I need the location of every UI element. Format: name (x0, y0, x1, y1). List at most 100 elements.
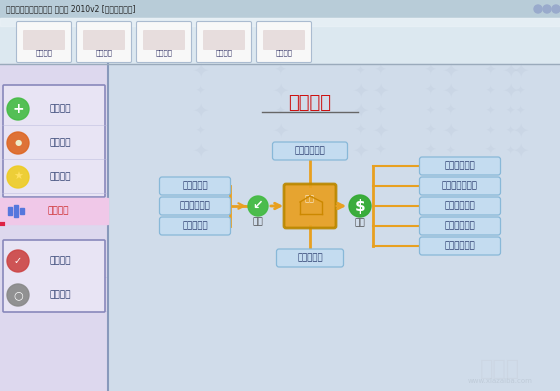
Text: ✦: ✦ (512, 122, 528, 140)
Circle shape (248, 196, 268, 216)
Text: ✦: ✦ (352, 81, 368, 100)
Text: 商品销售统计: 商品销售统计 (445, 201, 475, 210)
FancyBboxPatch shape (419, 217, 501, 235)
Text: ●: ● (15, 138, 22, 147)
Text: ✦: ✦ (354, 124, 366, 138)
Text: ✦: ✦ (352, 102, 368, 120)
FancyBboxPatch shape (263, 30, 305, 50)
Text: 商品销售排行: 商品销售排行 (445, 221, 475, 231)
Text: 商品采购统计: 商品采购统计 (180, 201, 211, 210)
Text: ✦: ✦ (374, 104, 386, 118)
FancyBboxPatch shape (256, 22, 311, 63)
Text: 供应商统计: 供应商统计 (182, 181, 208, 190)
Text: ✦: ✦ (352, 142, 368, 160)
Text: ✦: ✦ (442, 81, 458, 100)
Text: ✦: ✦ (424, 124, 436, 138)
Text: ✦: ✦ (192, 142, 208, 160)
Text: ✦: ✦ (484, 64, 496, 78)
FancyBboxPatch shape (419, 197, 501, 215)
Text: ✦: ✦ (355, 66, 365, 76)
FancyBboxPatch shape (83, 30, 125, 50)
FancyBboxPatch shape (16, 22, 72, 63)
FancyBboxPatch shape (160, 197, 231, 215)
FancyBboxPatch shape (3, 85, 105, 197)
FancyBboxPatch shape (160, 217, 231, 235)
Text: ○: ○ (13, 290, 23, 300)
Bar (20, 208, 24, 214)
Circle shape (552, 5, 560, 13)
FancyBboxPatch shape (419, 237, 501, 255)
Bar (0, 18, 560, 64)
FancyBboxPatch shape (3, 240, 105, 312)
Text: ✦: ✦ (372, 81, 388, 100)
Text: ✦: ✦ (272, 142, 288, 160)
Bar (0, 0, 560, 18)
Text: 客户销售统计: 客户销售统计 (445, 161, 475, 170)
Text: 单票查询: 单票查询 (96, 50, 113, 56)
Text: 销售: 销售 (354, 219, 365, 228)
Text: ✦: ✦ (374, 144, 386, 158)
Text: ✦: ✦ (424, 144, 436, 158)
Text: ✦: ✦ (486, 86, 494, 96)
Text: ✦: ✦ (502, 81, 518, 100)
Text: www.xiazaiba.com: www.xiazaiba.com (468, 378, 533, 384)
FancyBboxPatch shape (419, 177, 501, 195)
Text: 系统设置: 系统设置 (49, 291, 71, 300)
Text: 执税管理: 执税管理 (35, 50, 53, 56)
Text: ✦: ✦ (505, 106, 515, 116)
Text: ✦: ✦ (486, 126, 494, 136)
Text: ✦: ✦ (515, 106, 525, 116)
Text: 销统报表: 销统报表 (47, 206, 69, 215)
Text: $: $ (354, 199, 365, 213)
Text: 日常管理: 日常管理 (49, 256, 71, 265)
FancyBboxPatch shape (143, 30, 185, 50)
Bar (8, 207, 12, 215)
FancyBboxPatch shape (137, 22, 192, 63)
Text: ✦: ✦ (502, 61, 518, 81)
Text: ✦: ✦ (276, 106, 284, 116)
Text: 仓库: 仓库 (305, 194, 315, 203)
Bar (0, 18, 560, 26)
Text: ✦: ✦ (192, 102, 208, 120)
Text: ✦: ✦ (442, 122, 458, 140)
Text: ✦: ✦ (274, 64, 286, 78)
FancyBboxPatch shape (273, 142, 348, 160)
Circle shape (7, 132, 29, 154)
Text: ✦: ✦ (424, 64, 436, 78)
Text: ✦: ✦ (195, 86, 205, 96)
Text: 进货管理: 进货管理 (49, 104, 71, 113)
FancyBboxPatch shape (284, 184, 336, 228)
Text: ✦: ✦ (372, 122, 388, 140)
Text: ✦: ✦ (424, 84, 436, 98)
Text: ✦: ✦ (486, 106, 494, 116)
Text: ✦: ✦ (445, 146, 455, 156)
Bar (0, 198, 108, 224)
Bar (14, 205, 18, 217)
Circle shape (7, 166, 29, 188)
Text: ✦: ✦ (512, 142, 528, 160)
Text: 进货: 进货 (253, 217, 263, 226)
Text: ✦: ✦ (512, 61, 528, 81)
Text: 下载吧: 下载吧 (480, 359, 520, 379)
FancyBboxPatch shape (77, 22, 132, 63)
FancyBboxPatch shape (203, 30, 245, 50)
Text: ★: ★ (13, 172, 23, 182)
Circle shape (534, 5, 542, 13)
Text: 库存成本统计: 库存成本统计 (295, 147, 325, 156)
Text: ✦: ✦ (272, 81, 288, 100)
Circle shape (349, 195, 371, 217)
Text: ✓: ✓ (14, 256, 22, 266)
Text: ✦: ✦ (195, 126, 205, 136)
Text: 统计报表: 统计报表 (288, 94, 332, 112)
Bar (0, 64, 108, 391)
FancyBboxPatch shape (197, 22, 251, 63)
Text: ✦: ✦ (505, 126, 515, 136)
Text: 美萍图书销售管理系统 试用版 2010v2 [美萍贸易公司]: 美萍图书销售管理系统 试用版 2010v2 [美萍贸易公司] (6, 5, 136, 14)
Text: ↙: ↙ (253, 199, 263, 212)
FancyBboxPatch shape (160, 177, 231, 195)
Text: ✦: ✦ (272, 122, 288, 140)
Text: 库存变动表: 库存变动表 (297, 253, 323, 262)
Text: +: + (12, 102, 24, 116)
Text: ✦: ✦ (505, 146, 515, 156)
Text: ✦: ✦ (192, 61, 208, 81)
